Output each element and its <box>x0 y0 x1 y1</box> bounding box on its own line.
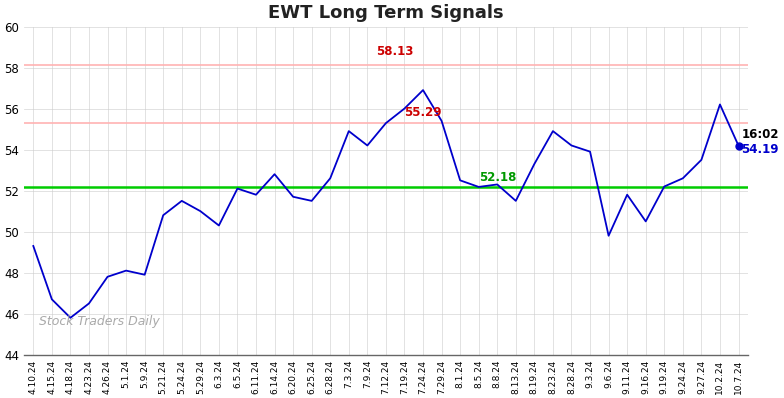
Text: 54.19: 54.19 <box>742 143 779 156</box>
Text: 55.29: 55.29 <box>405 106 442 119</box>
Text: 58.13: 58.13 <box>376 45 414 58</box>
Text: 52.18: 52.18 <box>479 172 516 184</box>
Text: Stock Traders Daily: Stock Traders Daily <box>38 316 159 328</box>
Title: EWT Long Term Signals: EWT Long Term Signals <box>268 4 503 22</box>
Text: 16:02: 16:02 <box>742 128 779 141</box>
